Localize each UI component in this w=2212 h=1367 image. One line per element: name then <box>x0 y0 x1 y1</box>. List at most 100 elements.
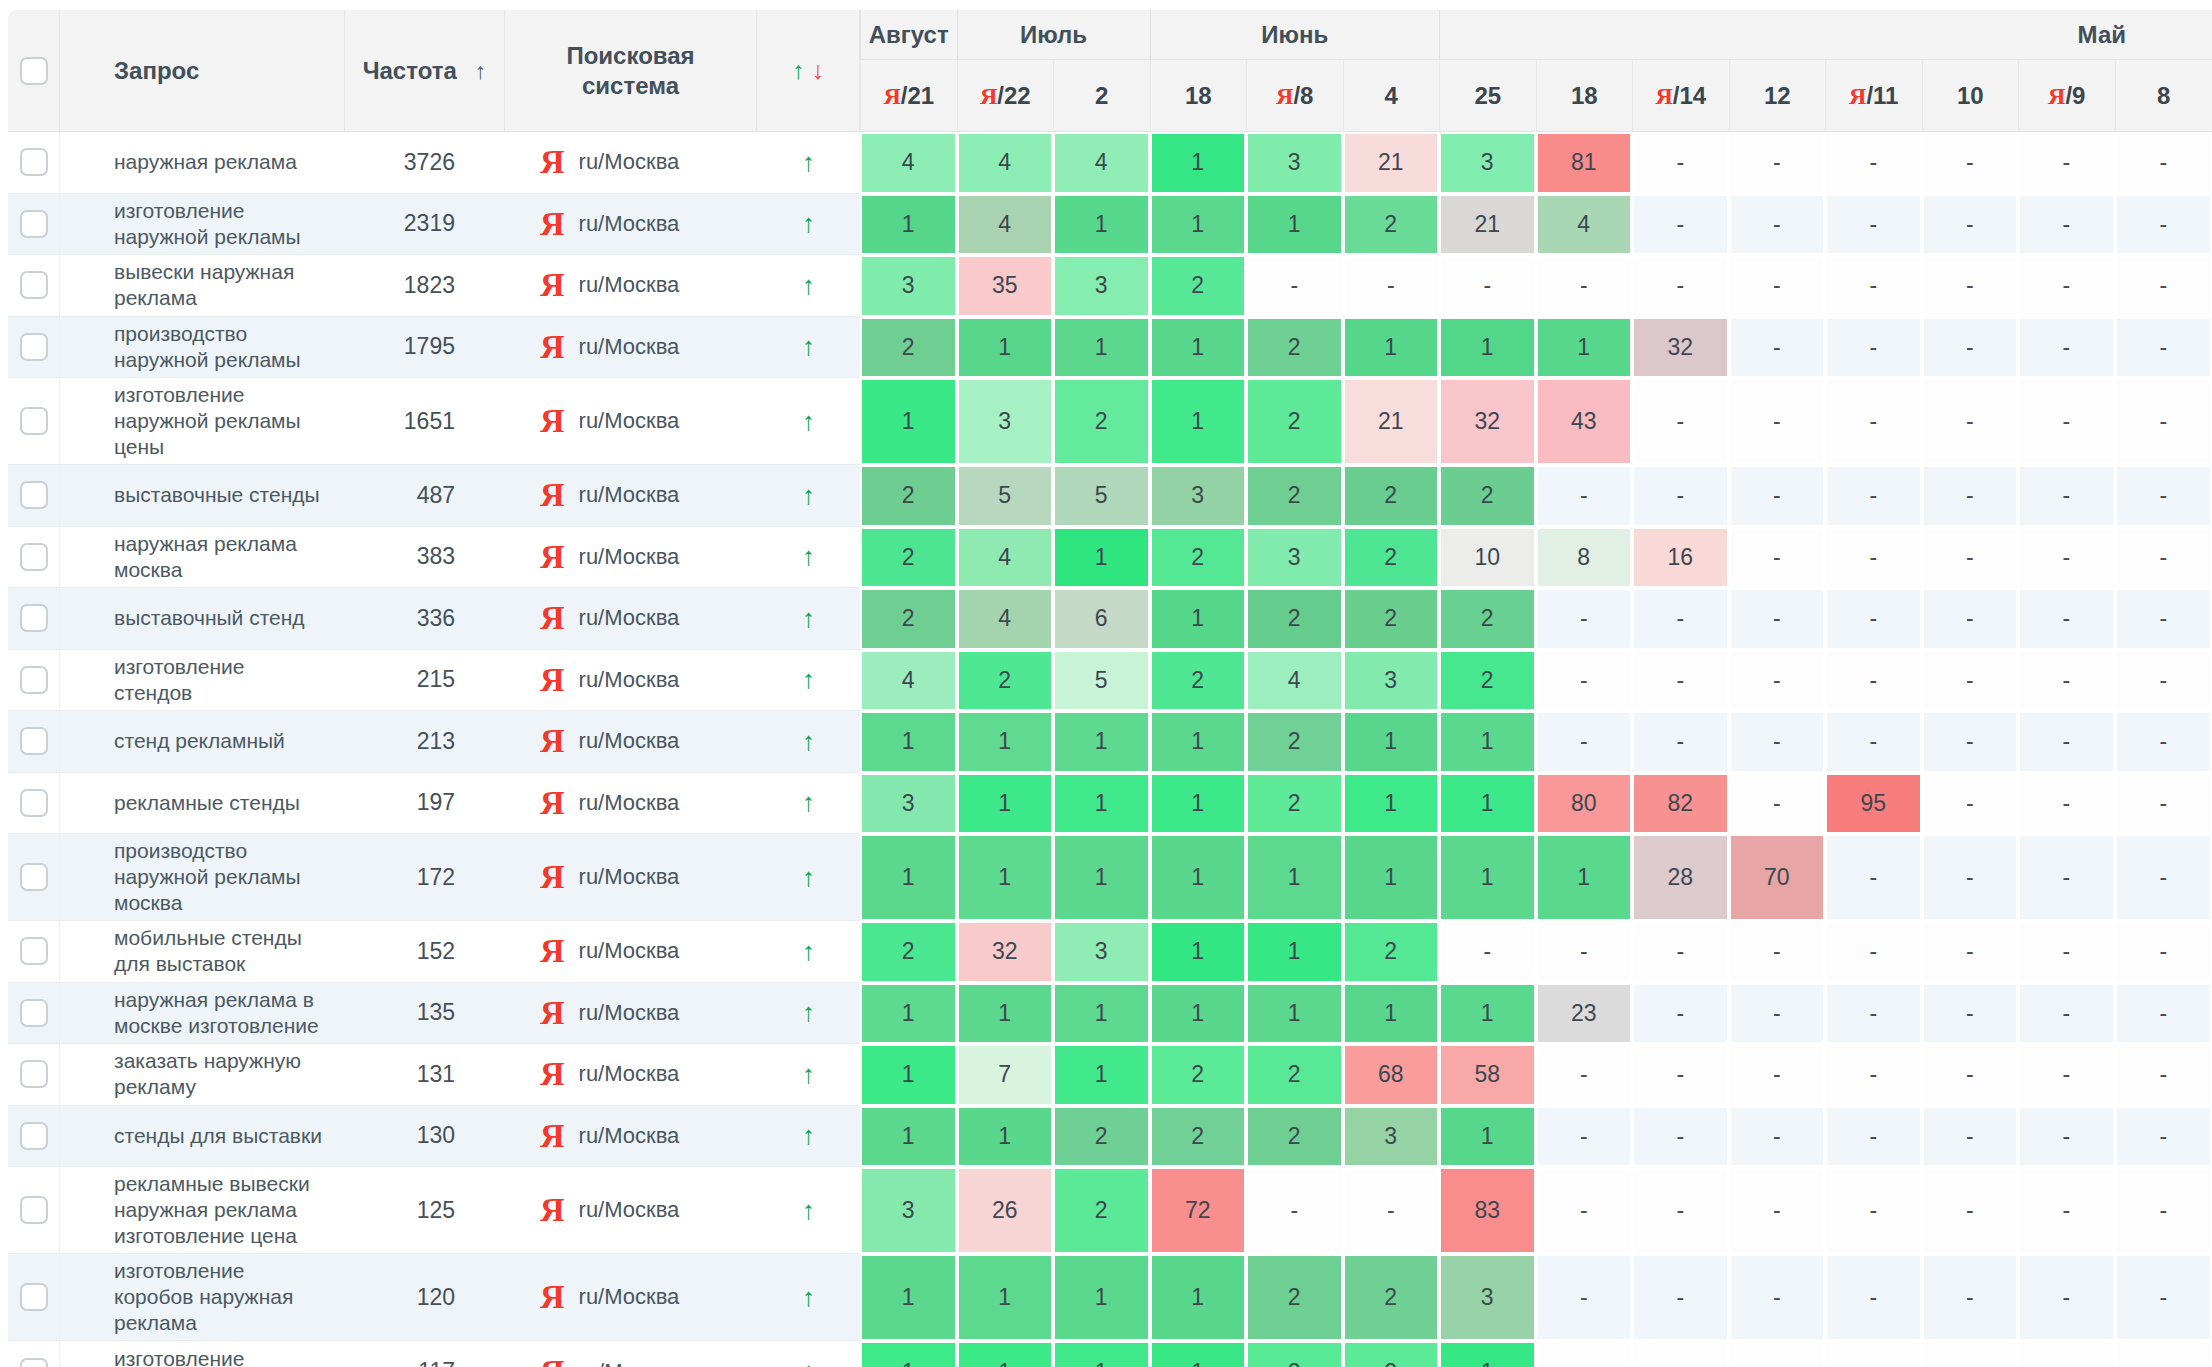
query-text[interactable]: изготовление стендов <box>114 655 244 704</box>
dynamics-cell: ↑ <box>757 465 860 527</box>
date-label: /21 <box>901 82 934 109</box>
row-checkbox[interactable] <box>20 1358 48 1367</box>
row-checkbox[interactable] <box>20 333 48 361</box>
sort-down-icon[interactable]: ↓ <box>812 56 825 84</box>
position-cell: - <box>1922 1044 2019 1106</box>
search-engine: Яru/Москва <box>506 663 756 697</box>
position-cell: - <box>1536 1167 1633 1254</box>
yandex-icon: Я <box>540 934 565 968</box>
position-cell: - <box>1729 1167 1826 1254</box>
query-text[interactable]: производство наружной рекламы <box>114 322 301 371</box>
query-text[interactable]: рекламные вывески наружная реклама изгот… <box>114 1172 310 1247</box>
query-text[interactable]: выставочные стенды <box>114 483 320 506</box>
row-checkbox[interactable] <box>20 666 48 694</box>
query-text[interactable]: изготовление наружной рекламы цены <box>114 383 301 458</box>
date-column-header[interactable]: 10 <box>1922 60 2019 132</box>
month-group-label: Июль <box>1020 21 1087 48</box>
row-checkbox[interactable] <box>20 1196 48 1224</box>
row-checkbox[interactable] <box>20 604 48 632</box>
query-text[interactable]: наружная реклама москва <box>114 532 297 581</box>
row-checkbox[interactable] <box>20 481 48 509</box>
date-column-header[interactable]: 4 <box>1343 60 1440 132</box>
query-text[interactable]: производство наружной рекламы москва <box>114 839 301 914</box>
query-text[interactable]: стенды для выставки <box>114 1124 322 1147</box>
select-all-checkbox[interactable] <box>20 57 48 85</box>
row-checkbox[interactable] <box>20 789 48 817</box>
sort-up-icon[interactable]: ↑ <box>792 56 805 84</box>
position-cell: 4 <box>957 132 1054 194</box>
positions-table: Запрос Частота↑ Поисковая система ↑↓ Авг… <box>8 10 2212 1367</box>
query-text[interactable]: рекламные стенды <box>114 791 300 814</box>
row-checkbox[interactable] <box>20 937 48 965</box>
dynamics-up-icon: ↑ <box>802 208 815 238</box>
date-column-header[interactable]: 8 <box>2115 60 2212 132</box>
date-column-header[interactable]: Я/14 <box>1632 60 1729 132</box>
date-column-header[interactable]: 18 <box>1150 60 1247 132</box>
position-cell: 1 <box>1053 1044 1150 1106</box>
query-text[interactable]: изготовление рекламных стендов <box>114 1347 306 1367</box>
date-column-header[interactable]: 25 <box>1439 60 1536 132</box>
position-cell: - <box>1536 1044 1633 1106</box>
date-column-header[interactable]: 18 <box>1536 60 1633 132</box>
yandex-icon: Я <box>540 663 565 697</box>
date-column-header[interactable]: Я/21 <box>860 60 957 132</box>
position-cell: - <box>1632 921 1729 983</box>
position-cell: - <box>1439 921 1536 983</box>
dynamics-cell: ↑ <box>757 1341 860 1367</box>
position-cell: - <box>1729 773 1826 835</box>
date-column-header[interactable]: Я/11 <box>1825 60 1922 132</box>
search-engine: Яru/Москва <box>506 268 756 302</box>
position-cell: - <box>1825 255 1922 317</box>
row-checkbox[interactable] <box>20 727 48 755</box>
row-checkbox[interactable] <box>20 1283 48 1311</box>
search-engine-label: ru/Москва <box>579 790 680 816</box>
row-checkbox[interactable] <box>20 148 48 176</box>
query-text[interactable]: наружная реклама в москве изготовление <box>114 988 319 1037</box>
query-text[interactable]: вывески наружная реклама <box>114 260 294 309</box>
row-checkbox[interactable] <box>20 407 48 435</box>
frequency-sort-icon[interactable]: ↑ <box>475 58 487 84</box>
column-header-query[interactable]: Запрос <box>60 10 345 132</box>
query-text[interactable]: мобильные стенды для выставок <box>114 926 302 975</box>
position-cell: 2 <box>1150 1044 1247 1106</box>
frequency-value: 130 <box>345 1106 505 1168</box>
table-body: наружная реклама3726Яru/Москва↑444132138… <box>8 132 2212 1367</box>
row-checkbox[interactable] <box>20 210 48 238</box>
position-cell: - <box>1825 983 1922 1045</box>
search-engine: Яru/Москва <box>506 786 756 820</box>
row-checkbox-cell <box>8 983 60 1045</box>
position-cell: - <box>2018 588 2115 650</box>
query-text[interactable]: изготовление коробов наружная реклама <box>114 1259 293 1334</box>
query-text[interactable]: заказать наружную рекламу <box>114 1049 301 1098</box>
row-checkbox[interactable] <box>20 543 48 571</box>
position-cell: - <box>1825 834 1922 921</box>
row-checkbox[interactable] <box>20 1060 48 1088</box>
date-column-header[interactable]: Я/9 <box>2018 60 2115 132</box>
date-column-header[interactable]: 12 <box>1729 60 1826 132</box>
row-checkbox[interactable] <box>20 863 48 891</box>
row-checkbox[interactable] <box>20 1122 48 1150</box>
position-cell: 1 <box>1439 317 1536 379</box>
dynamics-up-icon: ↑ <box>802 726 815 756</box>
search-engine-label: ru/Москва <box>579 272 680 298</box>
column-header-dynamics[interactable]: ↑↓ <box>757 10 860 132</box>
position-cell: 2 <box>860 588 957 650</box>
query-text[interactable]: изготовление наружной рекламы <box>114 199 301 248</box>
date-column-header[interactable]: Я/8 <box>1246 60 1343 132</box>
position-cell: - <box>1729 921 1826 983</box>
date-column-header[interactable]: 2 <box>1053 60 1150 132</box>
position-cell: - <box>2115 194 2212 256</box>
position-cell: 2 <box>1150 527 1247 589</box>
search-engine-cell: Яru/Москва <box>505 1341 757 1367</box>
month-group-label: Август <box>869 21 949 48</box>
row-checkbox[interactable] <box>20 271 48 299</box>
column-header-frequency[interactable]: Частота↑ <box>345 10 505 132</box>
query-text[interactable]: наружная реклама <box>114 150 297 173</box>
query-text[interactable]: стенд рекламный <box>114 729 285 752</box>
position-cell: - <box>1825 1044 1922 1106</box>
query-cell: стенд рекламный <box>60 711 345 773</box>
date-label: /8 <box>1293 82 1313 109</box>
row-checkbox[interactable] <box>20 999 48 1027</box>
date-column-header[interactable]: Я/22 <box>957 60 1054 132</box>
query-text[interactable]: выставочный стенд <box>114 606 305 629</box>
